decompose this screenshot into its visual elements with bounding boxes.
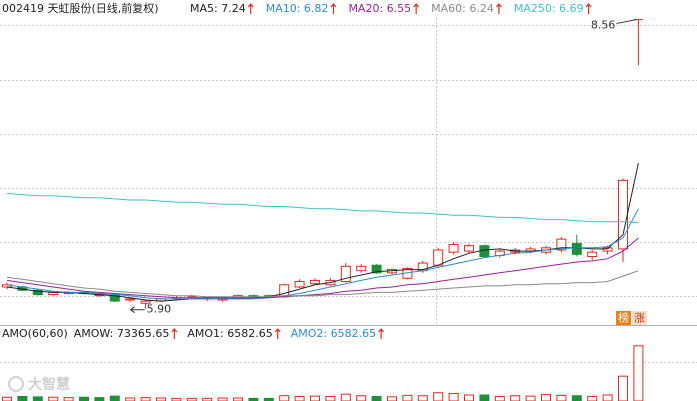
ma-line xyxy=(6,162,639,302)
volume-bar xyxy=(248,397,259,401)
volume-bar xyxy=(156,397,166,401)
volume-bar xyxy=(525,395,536,401)
candle-body xyxy=(602,247,613,252)
volume-bar xyxy=(32,396,43,401)
volume-bar xyxy=(448,392,459,401)
volume-bar xyxy=(602,394,613,401)
volume-bar xyxy=(202,397,213,401)
badge-bg[interactable] xyxy=(632,311,647,325)
legend-entry: AMOW: 73365.65 xyxy=(74,327,170,340)
volume-bar xyxy=(356,395,367,401)
candle-body xyxy=(448,244,459,253)
max-label: 8.56 xyxy=(591,19,616,32)
up-arrow xyxy=(171,328,178,339)
volume-bar xyxy=(387,396,397,401)
volume-bar xyxy=(186,397,197,401)
candle-body xyxy=(32,289,43,296)
volume-bar xyxy=(479,394,490,401)
up-arrow xyxy=(413,3,420,14)
volume-bar xyxy=(310,395,320,401)
ma-line xyxy=(6,208,639,300)
volume-bar xyxy=(233,397,243,401)
badge[interactable]: 涨 xyxy=(634,312,645,325)
min-arrow xyxy=(129,306,145,314)
volume-bar xyxy=(109,395,120,401)
volume-bar xyxy=(371,395,382,401)
up-arrow xyxy=(247,3,254,14)
legend-entry: MA60: 6.24 xyxy=(431,2,494,15)
legend-entry: MA20: 6.55 xyxy=(348,2,411,15)
candle-body xyxy=(371,264,382,274)
volume-bar xyxy=(279,395,290,401)
min-label: 5.90 xyxy=(147,303,172,316)
candle-body xyxy=(587,251,598,258)
watermark-icon xyxy=(8,376,24,392)
badge-bg[interactable] xyxy=(616,311,631,325)
candle-body xyxy=(556,238,567,251)
volume-bar xyxy=(171,397,182,401)
volume-bar xyxy=(263,397,274,401)
up-arrow xyxy=(330,3,337,14)
candle-body xyxy=(464,245,474,252)
volume-bar xyxy=(340,393,351,401)
watermark: 大智慧 xyxy=(8,376,70,393)
max-arrow xyxy=(616,19,637,25)
candle-body xyxy=(187,296,197,298)
candle-body xyxy=(140,300,151,304)
candle-body xyxy=(356,265,367,272)
volume-bar xyxy=(2,396,12,401)
volume-bar xyxy=(63,397,74,401)
legend-entry: MA250: 6.69 xyxy=(514,2,584,15)
volume-bar xyxy=(510,395,521,401)
volume-bar xyxy=(17,395,28,401)
candle-body xyxy=(571,242,582,255)
watermark-text: 大智慧 xyxy=(28,376,70,393)
volume-bar xyxy=(140,397,151,401)
candle-body xyxy=(294,281,305,288)
up-arrow xyxy=(274,328,281,339)
ma-line xyxy=(6,270,639,298)
volume-bar xyxy=(94,397,105,401)
badge[interactable]: 榜 xyxy=(618,311,629,325)
volume-bar xyxy=(48,396,59,401)
up-arrow xyxy=(495,3,502,14)
up-arrow xyxy=(585,3,592,14)
volume-bar xyxy=(125,397,136,401)
volume-bar xyxy=(433,392,444,401)
candle-body xyxy=(310,279,320,285)
legend-entry: MA10: 6.82 xyxy=(266,2,329,15)
volume-bar xyxy=(325,395,336,401)
volume-bar xyxy=(494,395,505,401)
volume-bar xyxy=(587,395,598,401)
volume-bar xyxy=(556,394,567,401)
legend-entry: AMO2: 6582.65 xyxy=(291,327,376,340)
volume-bar xyxy=(417,395,428,401)
volume-bar xyxy=(79,396,89,401)
candle-body xyxy=(618,179,628,250)
legend-entry: AMO1: 6582.65 xyxy=(187,327,272,340)
panel-title: AMO(60,60) xyxy=(2,327,68,340)
candle-body xyxy=(633,19,643,21)
volume-bar xyxy=(633,345,644,401)
volume-bar xyxy=(294,395,305,401)
legend-entry: MA5: 7.24 xyxy=(190,2,246,15)
volume-bar xyxy=(217,397,228,401)
chart-title: 002419 天虹股份(日线,前复权) xyxy=(2,1,159,15)
up-arrow xyxy=(378,328,385,339)
volume-bar xyxy=(402,394,413,401)
volume-bar xyxy=(618,375,628,401)
ma-line xyxy=(6,193,639,224)
volume-bar xyxy=(571,395,582,401)
candle-body xyxy=(125,298,136,301)
volume-bar xyxy=(541,394,551,401)
volume-bar xyxy=(464,394,474,401)
candle-body xyxy=(433,249,444,266)
ma-line xyxy=(6,237,639,299)
candle-body xyxy=(340,265,351,283)
